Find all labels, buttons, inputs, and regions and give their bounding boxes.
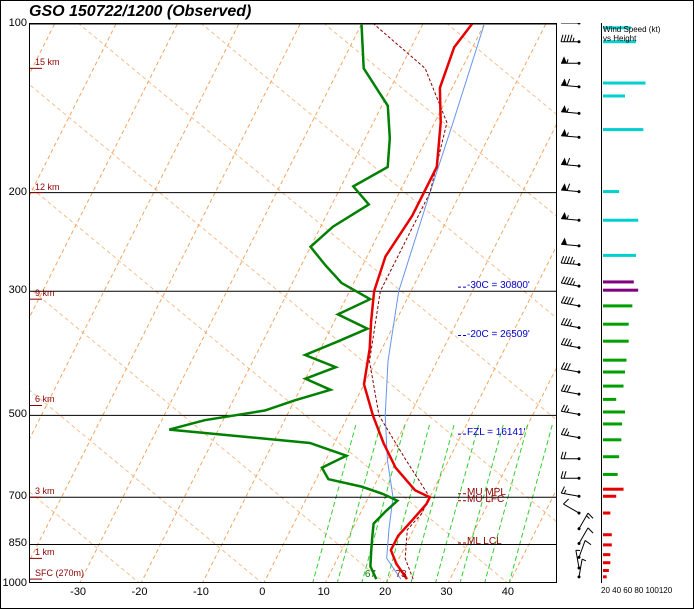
- x-tick-label: 20: [370, 586, 400, 598]
- x-tick-label: -30: [63, 586, 93, 598]
- wind-panel-xaxis: 20 40 60 80 100120: [601, 586, 672, 595]
- skewt-container: GSO 150722/1200 (Observed) Wind Speed (k…: [0, 0, 694, 609]
- chart-title: GSO 150722/1200 (Observed): [29, 3, 251, 21]
- y-tick-label: 300: [1, 284, 27, 296]
- chart-annotation: -20C = 26509': [467, 329, 530, 340]
- y-tick-label: 500: [1, 408, 27, 420]
- y-tick-label: 1000: [1, 577, 27, 589]
- chart-annotation: ML LCL: [467, 536, 502, 547]
- x-tick-label: 40: [493, 586, 523, 598]
- y-tick-label: 100: [1, 17, 27, 29]
- x-tick-label: -10: [186, 586, 216, 598]
- height-km-label: 9 km: [35, 288, 55, 298]
- height-km-label: 6 km: [35, 394, 55, 404]
- wind-barb-svg: [559, 23, 599, 583]
- x-tick-label: 0: [247, 586, 277, 598]
- y-tick-label: 200: [1, 186, 27, 198]
- y-tick-label: 700: [1, 490, 27, 502]
- wind-barb-column: [559, 23, 599, 583]
- chart-annotation: -30C = 30800': [467, 280, 530, 291]
- chart-annotation: MU LFC: [467, 494, 504, 505]
- height-km-label: 12 km: [35, 182, 60, 192]
- height-km-label: 1 km: [35, 547, 55, 557]
- wind-panel-title: Wind Speed (kt)vs Height: [603, 25, 660, 43]
- surface-value-label: 73: [396, 569, 407, 580]
- height-km-label: SFC (270m): [35, 568, 84, 578]
- x-tick-label: 10: [309, 586, 339, 598]
- chart-annotation: FZL = 16141': [467, 427, 526, 438]
- height-km-label: 3 km: [35, 486, 55, 496]
- y-tick-label: 850: [1, 537, 27, 549]
- x-tick-label: -20: [125, 586, 155, 598]
- wind-speed-svg: [602, 23, 692, 583]
- height-km-label: 15 km: [35, 57, 60, 67]
- x-tick-label: 30: [431, 586, 461, 598]
- surface-value-label: 67: [365, 569, 376, 580]
- wind-speed-panel: [601, 23, 692, 583]
